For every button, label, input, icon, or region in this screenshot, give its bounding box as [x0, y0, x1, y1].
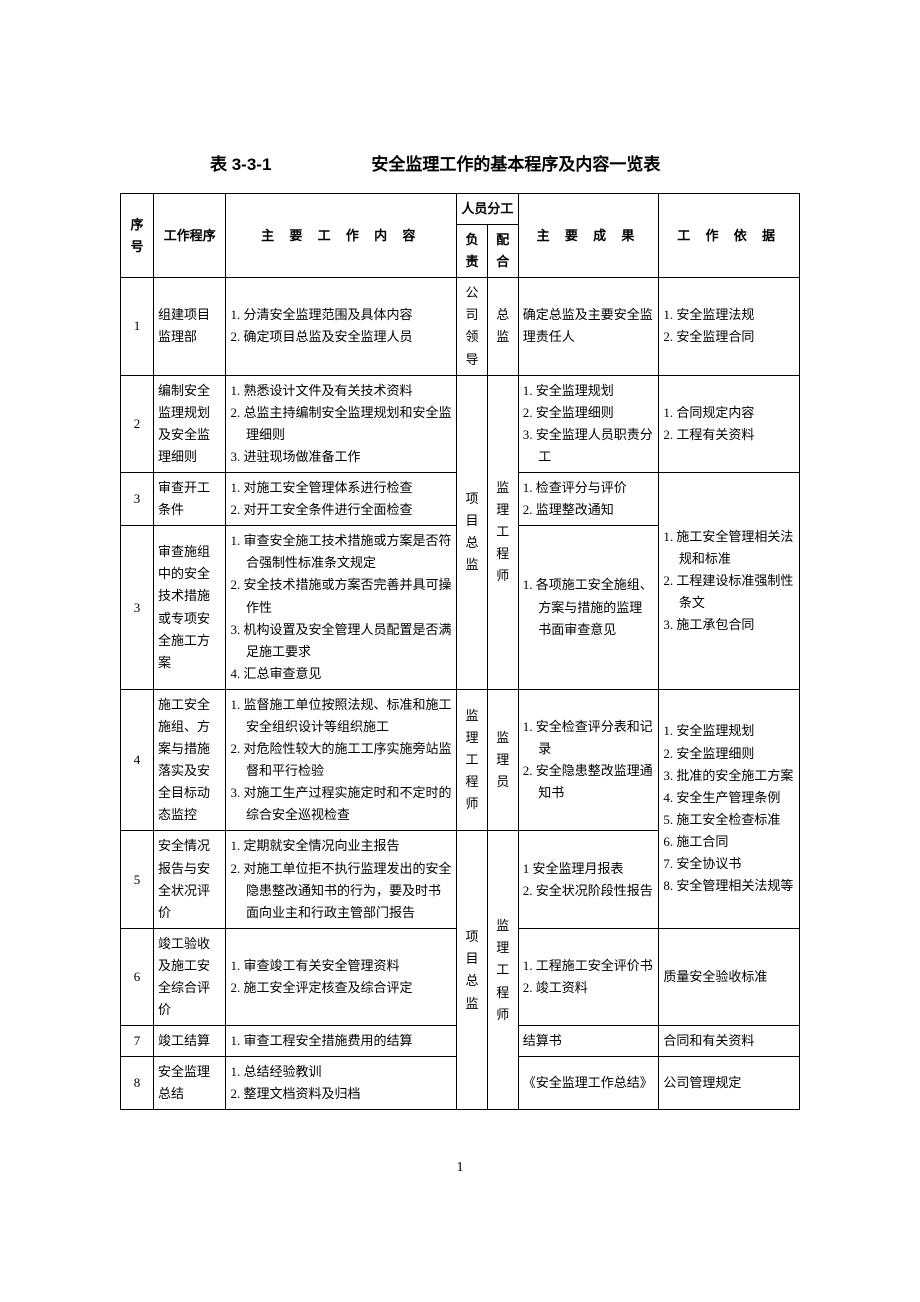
cell-basis: 1. 安全监理规划2. 安全监理细则3. 批准的安全施工方案4. 安全生产管理条… [659, 689, 800, 928]
cell-result: 确定总监及主要安全监理责任人 [518, 278, 659, 375]
cell-main: 1. 审查安全施工技术措施或方案是否符合强制性标准条文规定2. 安全技术措施或方… [226, 526, 457, 690]
cell-result: 1. 工程施工安全评价书2. 竣工资料 [518, 928, 659, 1025]
cell-idx: 8 [121, 1057, 154, 1110]
th-staff: 人员分工 [457, 194, 519, 225]
cell-proc: 安全监理总结 [153, 1057, 226, 1110]
table-heading: 表 3-3-1 安全监理工作的基本程序及内容一览表 [120, 150, 800, 175]
cell-main: 1. 总结经验教训2. 整理文档资料及归档 [226, 1057, 457, 1110]
cell-idx: 7 [121, 1026, 154, 1057]
th-idx: 序号 [121, 194, 154, 278]
cell-proc: 审查开工条件 [153, 473, 226, 526]
cell-result: 1. 安全检查评分表和记录2. 安全隐患整改监理通知书 [518, 689, 659, 831]
table-row: 4施工安全施组、方案与措施落实及安全目标动态监控1. 监督施工单位按照法规、标准… [121, 689, 800, 831]
cell-resp: 公司领导 [457, 278, 488, 375]
cell-idx: 4 [121, 689, 154, 831]
cell-idx: 1 [121, 278, 154, 375]
table-head: 序号 工作程序 主 要 工 作 内 容 人员分工 主 要 成 果 工 作 依 据… [121, 194, 800, 278]
cell-coop: 监理工程师 [487, 831, 518, 1110]
table-title: 安全监理工作的基本程序及内容一览表 [371, 150, 660, 175]
th-proc: 工作程序 [153, 194, 226, 278]
table-row: 2编制安全监理规划及安全监理细则1. 熟悉设计文件及有关技术资料2. 总监主持编… [121, 375, 800, 472]
cell-basis: 合同和有关资料 [659, 1026, 800, 1057]
cell-main: 1. 监督施工单位按照法规、标准和施工安全组织设计等组织施工2. 对危险性较大的… [226, 689, 457, 831]
cell-result: 1. 安全监理规划2. 安全监理细则3. 安全监理人员职责分工 [518, 375, 659, 472]
procedure-table: 序号 工作程序 主 要 工 作 内 容 人员分工 主 要 成 果 工 作 依 据… [120, 193, 800, 1110]
table-label: 表 3-3-1 [210, 150, 271, 175]
th-resp: 负责 [457, 225, 488, 278]
cell-basis: 1. 安全监理法规2. 安全监理合同 [659, 278, 800, 375]
cell-basis: 1. 合同规定内容2. 工程有关资料 [659, 375, 800, 472]
cell-coop: 总监 [487, 278, 518, 375]
th-result: 主 要 成 果 [518, 194, 659, 278]
cell-result: 《安全监理工作总结》 [518, 1057, 659, 1110]
cell-idx: 2 [121, 375, 154, 472]
cell-main: 1. 分清安全监理范围及具体内容2. 确定项目总监及安全监理人员 [226, 278, 457, 375]
cell-proc: 施工安全施组、方案与措施落实及安全目标动态监控 [153, 689, 226, 831]
cell-idx: 3 [121, 526, 154, 690]
cell-main: 1. 对施工安全管理体系进行检查2. 对开工安全条件进行全面检查 [226, 473, 457, 526]
cell-main: 1. 审查工程安全措施费用的结算 [226, 1026, 457, 1057]
cell-result: 结算书 [518, 1026, 659, 1057]
cell-resp: 项目总监 [457, 831, 488, 1110]
cell-proc: 审查施组中的安全技术措施或专项安全施工方案 [153, 526, 226, 690]
cell-result: 1. 检查评分与评价2. 监理整改通知 [518, 473, 659, 526]
cell-basis: 公司管理规定 [659, 1057, 800, 1110]
cell-proc: 安全情况报告与安全状况评价 [153, 831, 226, 928]
cell-idx: 3 [121, 473, 154, 526]
cell-main: 1. 熟悉设计文件及有关技术资料2. 总监主持编制安全监理规划和安全监理细则3.… [226, 375, 457, 472]
th-basis: 工 作 依 据 [659, 194, 800, 278]
cell-result: 1. 各项施工安全施组、方案与措施的监理书面审查意见 [518, 526, 659, 690]
cell-basis: 质量安全验收标准 [659, 928, 800, 1025]
cell-resp: 监理工程师 [457, 689, 488, 831]
cell-idx: 6 [121, 928, 154, 1025]
cell-proc: 竣工验收及施工安全综合评价 [153, 928, 226, 1025]
table-body: 1组建项目监理部1. 分清安全监理范围及具体内容2. 确定项目总监及安全监理人员… [121, 278, 800, 1110]
cell-resp: 项目总监 [457, 375, 488, 689]
th-main: 主 要 工 作 内 容 [226, 194, 457, 278]
cell-proc: 组建项目监理部 [153, 278, 226, 375]
page-number: 1 [120, 1160, 800, 1176]
cell-main: 1. 审查竣工有关安全管理资料2. 施工安全评定核查及综合评定 [226, 928, 457, 1025]
cell-coop: 监理工程师 [487, 375, 518, 689]
cell-coop: 监理员 [487, 689, 518, 831]
cell-proc: 编制安全监理规划及安全监理细则 [153, 375, 226, 472]
cell-basis: 1. 施工安全管理相关法规和标准2. 工程建设标准强制性条文3. 施工承包合同 [659, 473, 800, 690]
cell-main: 1. 定期就安全情况向业主报告2. 对施工单位拒不执行监理发出的安全隐患整改通知… [226, 831, 457, 928]
table-row: 1组建项目监理部1. 分清安全监理范围及具体内容2. 确定项目总监及安全监理人员… [121, 278, 800, 375]
th-coop: 配合 [487, 225, 518, 278]
cell-proc: 竣工结算 [153, 1026, 226, 1057]
cell-idx: 5 [121, 831, 154, 928]
cell-result: 1 安全监理月报表2. 安全状况阶段性报告 [518, 831, 659, 928]
